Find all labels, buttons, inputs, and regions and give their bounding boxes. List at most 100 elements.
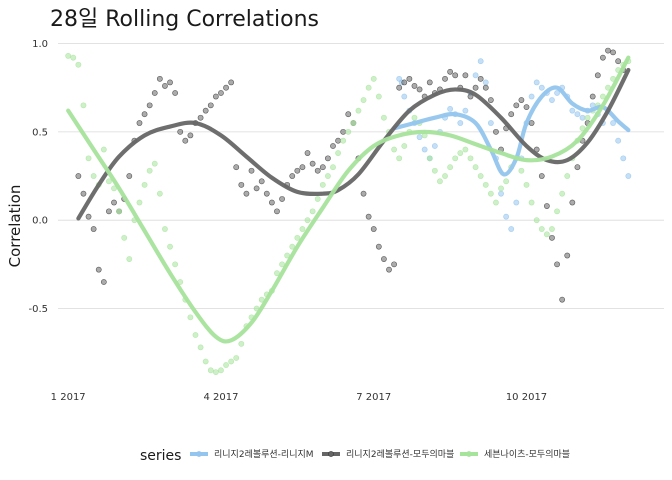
data-point [238, 340, 245, 347]
data-point [477, 75, 484, 82]
data-point [574, 164, 581, 171]
data-point [426, 155, 433, 162]
data-point [299, 226, 306, 232]
data-point [223, 84, 229, 91]
data-point [85, 155, 92, 162]
data-point [121, 234, 128, 241]
data-point [202, 107, 209, 114]
data-point [528, 199, 535, 206]
data-point [615, 58, 622, 65]
x-tick-label: 7 2017 [356, 392, 391, 403]
data-point [263, 190, 270, 197]
legend-point [328, 451, 334, 457]
data-point [589, 93, 596, 100]
legend-label: 세븐나이츠-모두의마블 [484, 449, 570, 460]
data-point [416, 134, 423, 141]
data-point [523, 104, 530, 111]
legend-label: 리니지2레볼루션-리니지M [214, 449, 314, 460]
smooth-lines [66, 55, 631, 344]
data-point [538, 226, 545, 232]
data-point [197, 114, 204, 121]
data-point [167, 243, 173, 250]
data-point [156, 190, 163, 197]
data-point [355, 107, 362, 114]
data-point [431, 143, 438, 149]
x-tick-label: 4 2017 [203, 392, 238, 403]
data-point [207, 367, 214, 374]
data-point [447, 164, 454, 171]
data-point [228, 79, 235, 86]
data-point [248, 167, 255, 174]
data-point [447, 105, 454, 112]
data-point [365, 213, 372, 220]
data-point [518, 167, 525, 174]
data-point [508, 226, 515, 232]
data-point [136, 199, 143, 206]
data-point [579, 114, 586, 121]
data-point [533, 217, 540, 224]
data-point [212, 369, 219, 376]
data-point [299, 164, 306, 171]
data-point [569, 107, 576, 114]
data-point [610, 120, 616, 126]
data-point [253, 185, 260, 192]
data-point [233, 355, 240, 361]
data-point [197, 344, 204, 351]
data-point [599, 54, 606, 61]
data-point [431, 167, 438, 174]
data-point [564, 252, 571, 259]
data-point [625, 173, 632, 179]
data-point [549, 97, 555, 103]
data-point [274, 208, 280, 215]
legend-item: 리니지2레볼루션-모두의마블 [322, 449, 454, 460]
data-point [559, 296, 566, 303]
data-point [543, 231, 550, 238]
data-point [564, 173, 571, 179]
data-point [268, 199, 275, 206]
data-point [442, 173, 448, 179]
data-point [162, 226, 168, 232]
data-point [549, 234, 555, 241]
data-point [212, 93, 219, 100]
series-points-1 [396, 58, 632, 232]
data-point [126, 256, 133, 262]
data-point [487, 190, 494, 197]
data-point [543, 203, 550, 209]
y-tick-label: 0.5 [32, 127, 48, 138]
data-point [457, 150, 464, 156]
legend-label: 리니지2레볼루션-모두의마블 [346, 449, 454, 460]
data-point [503, 213, 510, 220]
data-point [172, 90, 179, 96]
data-point [584, 114, 591, 121]
data-point [233, 164, 240, 171]
data-point [238, 181, 245, 188]
x-tick-label: 10 2017 [506, 392, 547, 403]
data-point [106, 208, 112, 215]
data-point [95, 266, 102, 273]
data-point [401, 79, 408, 86]
data-point [462, 72, 469, 79]
data-point [462, 107, 469, 114]
data-point [508, 111, 515, 118]
data-point [100, 146, 107, 153]
data-point [187, 314, 194, 321]
data-point [345, 111, 352, 118]
data-point [324, 173, 331, 179]
data-point [106, 178, 112, 185]
data-point [289, 243, 296, 250]
data-point [289, 173, 296, 179]
data-point [126, 173, 133, 179]
data-point [457, 120, 464, 126]
data-point [518, 97, 525, 103]
data-point [396, 84, 403, 91]
data-point [554, 261, 560, 268]
data-point [538, 84, 545, 91]
data-point [141, 181, 148, 188]
data-point [314, 167, 321, 174]
data-point [477, 58, 484, 65]
y-tick-label: 1.0 [32, 39, 48, 50]
data-point [426, 79, 433, 86]
data-point [406, 75, 413, 82]
y-tick-label: 0.0 [32, 216, 48, 227]
